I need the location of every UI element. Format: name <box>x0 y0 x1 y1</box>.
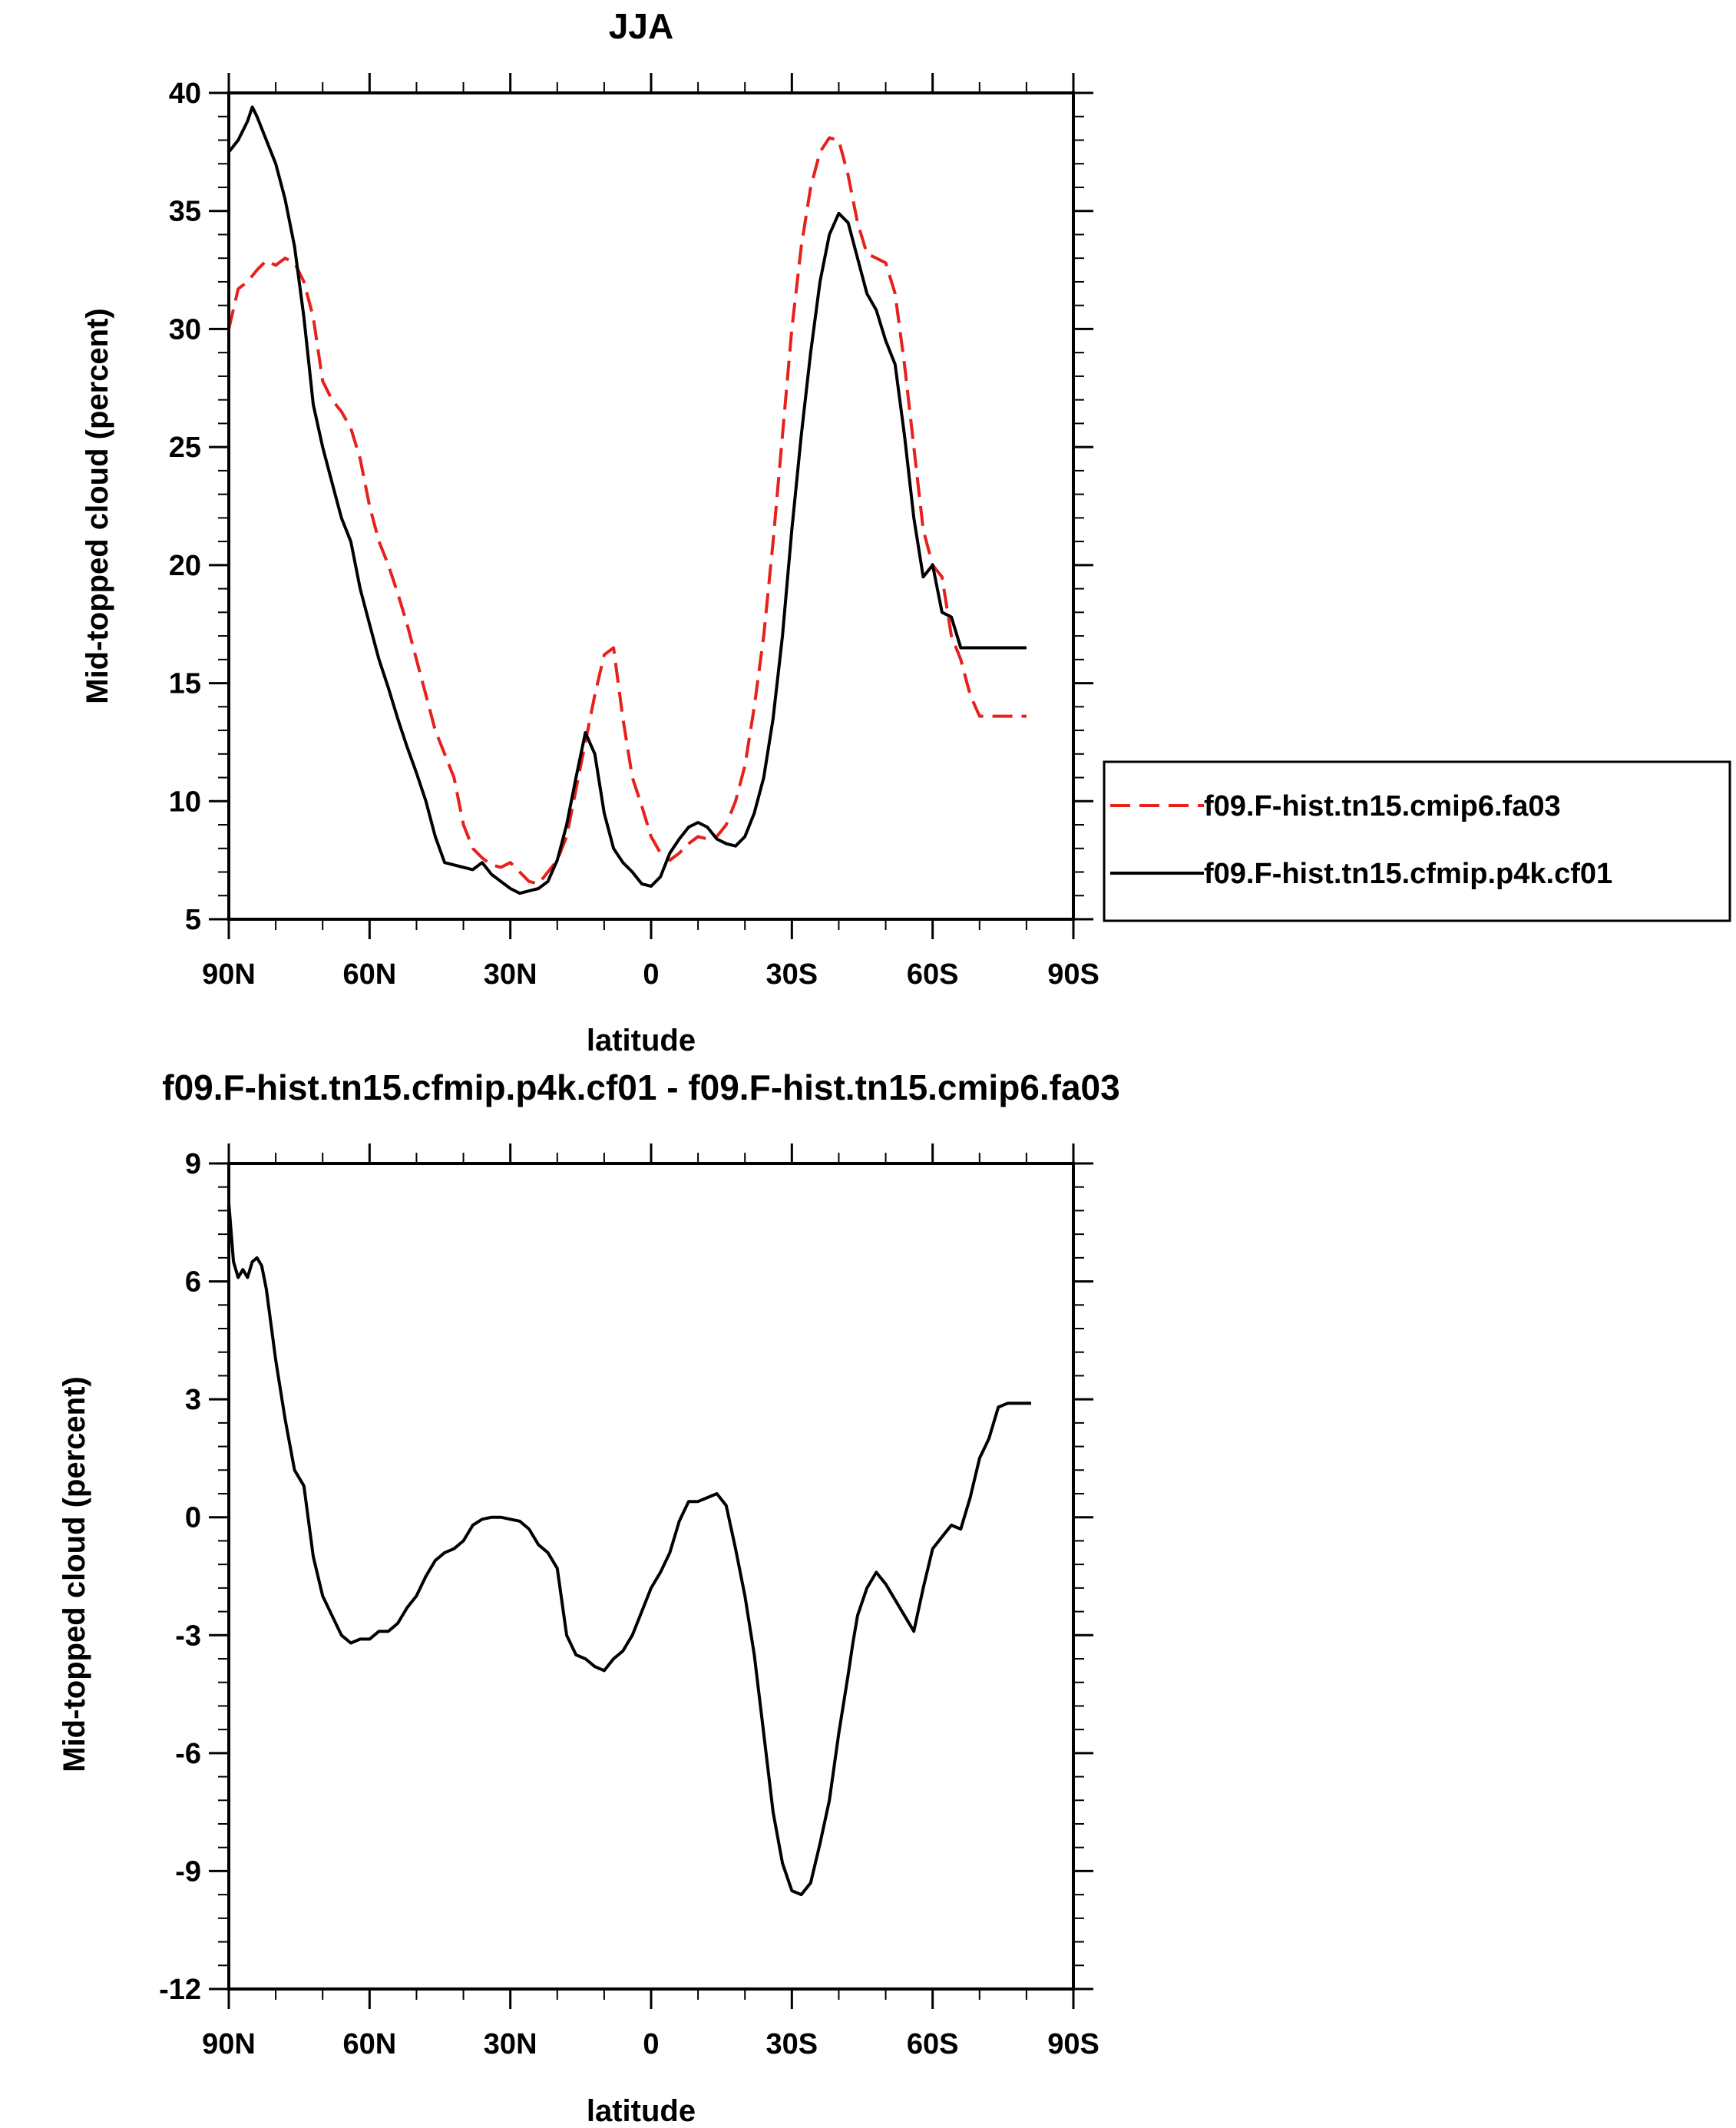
x-tick-label: 90N <box>202 2028 256 2060</box>
x-tick-label: 90N <box>202 958 256 991</box>
y-tick-label: -9 <box>175 1855 201 1888</box>
y-tick-label: 9 <box>185 1148 201 1180</box>
chart-difference: f09.F-hist.tn15.cfmip.p4k.cf01 - f09.F-h… <box>58 1067 1120 2128</box>
legend-box <box>1103 760 1731 922</box>
series-line-p4k <box>227 105 1027 895</box>
y-tick-label: 15 <box>169 668 201 700</box>
x-tick-label: 90S <box>1047 2028 1099 2060</box>
y-tick-label: 30 <box>169 313 201 346</box>
x-tick-labels: 90N 60N 30N 0 30S 60S 90S <box>202 2028 1099 2060</box>
y-tick-label: 6 <box>185 1266 201 1299</box>
x-tick-label: 90S <box>1047 958 1099 991</box>
series-line-cmip6 <box>227 136 1027 885</box>
legend-label-cmip6: f09.F-hist.tn15.cmip6.fa03 <box>1204 790 1561 822</box>
x-tick-label: 30N <box>484 958 537 991</box>
chart-title-difference: f09.F-hist.tn15.cfmip.p4k.cf01 - f09.F-h… <box>162 1067 1119 1107</box>
legend: f09.F-hist.tn15.cmip6.fa03 f09.F-hist.tn… <box>1103 760 1731 922</box>
y-tick-labels: -12 -9 -6 -3 0 3 6 9 <box>159 1148 201 2006</box>
x-axis-label: latitude <box>587 1024 696 1057</box>
series-lines <box>227 105 1027 895</box>
axis-ticks <box>209 73 1093 939</box>
y-tick-label: -3 <box>175 1620 201 1652</box>
x-tick-label: 30N <box>484 2028 537 2060</box>
x-tick-label: 60N <box>342 2028 396 2060</box>
x-tick-label: 0 <box>643 2028 659 2060</box>
x-tick-label: 30S <box>766 2028 818 2060</box>
y-tick-label: 3 <box>185 1384 201 1416</box>
y-tick-label: 25 <box>169 432 201 464</box>
x-tick-label: 60N <box>342 958 396 991</box>
x-tick-label: 60S <box>907 958 959 991</box>
y-tick-label: 40 <box>169 78 201 110</box>
chart-title: JJA <box>609 6 673 46</box>
x-axis-label: latitude <box>587 2094 696 2128</box>
series-lines <box>227 1203 1031 1897</box>
legend-label-p4k: f09.F-hist.tn15.cfmip.p4k.cf01 <box>1204 858 1612 890</box>
series-line-difference <box>227 1203 1031 1897</box>
x-tick-label: 30S <box>766 958 818 991</box>
y-tick-label: -6 <box>175 1738 201 1770</box>
x-tick-label: 60S <box>907 2028 959 2060</box>
axis-ticks <box>209 1143 1093 2009</box>
y-tick-label: 35 <box>169 196 201 228</box>
x-tick-label: 0 <box>643 958 659 991</box>
plot-frame <box>227 91 1075 921</box>
plot-frame <box>227 1162 1075 1991</box>
y-axis-label: Mid-topped cloud (percent) <box>58 1376 91 1772</box>
y-tick-label: 20 <box>169 550 201 582</box>
y-tick-label: 0 <box>185 1502 201 1534</box>
y-tick-label: -12 <box>159 1974 201 2006</box>
y-axis-label: Mid-topped cloud (percent) <box>81 308 114 704</box>
x-tick-labels: 90N 60N 30N 0 30S 60S 90S <box>202 958 1099 991</box>
y-tick-label: 10 <box>169 786 201 818</box>
y-tick-label: 5 <box>185 904 201 936</box>
y-tick-labels: 5 10 15 20 25 30 35 40 <box>169 78 201 936</box>
